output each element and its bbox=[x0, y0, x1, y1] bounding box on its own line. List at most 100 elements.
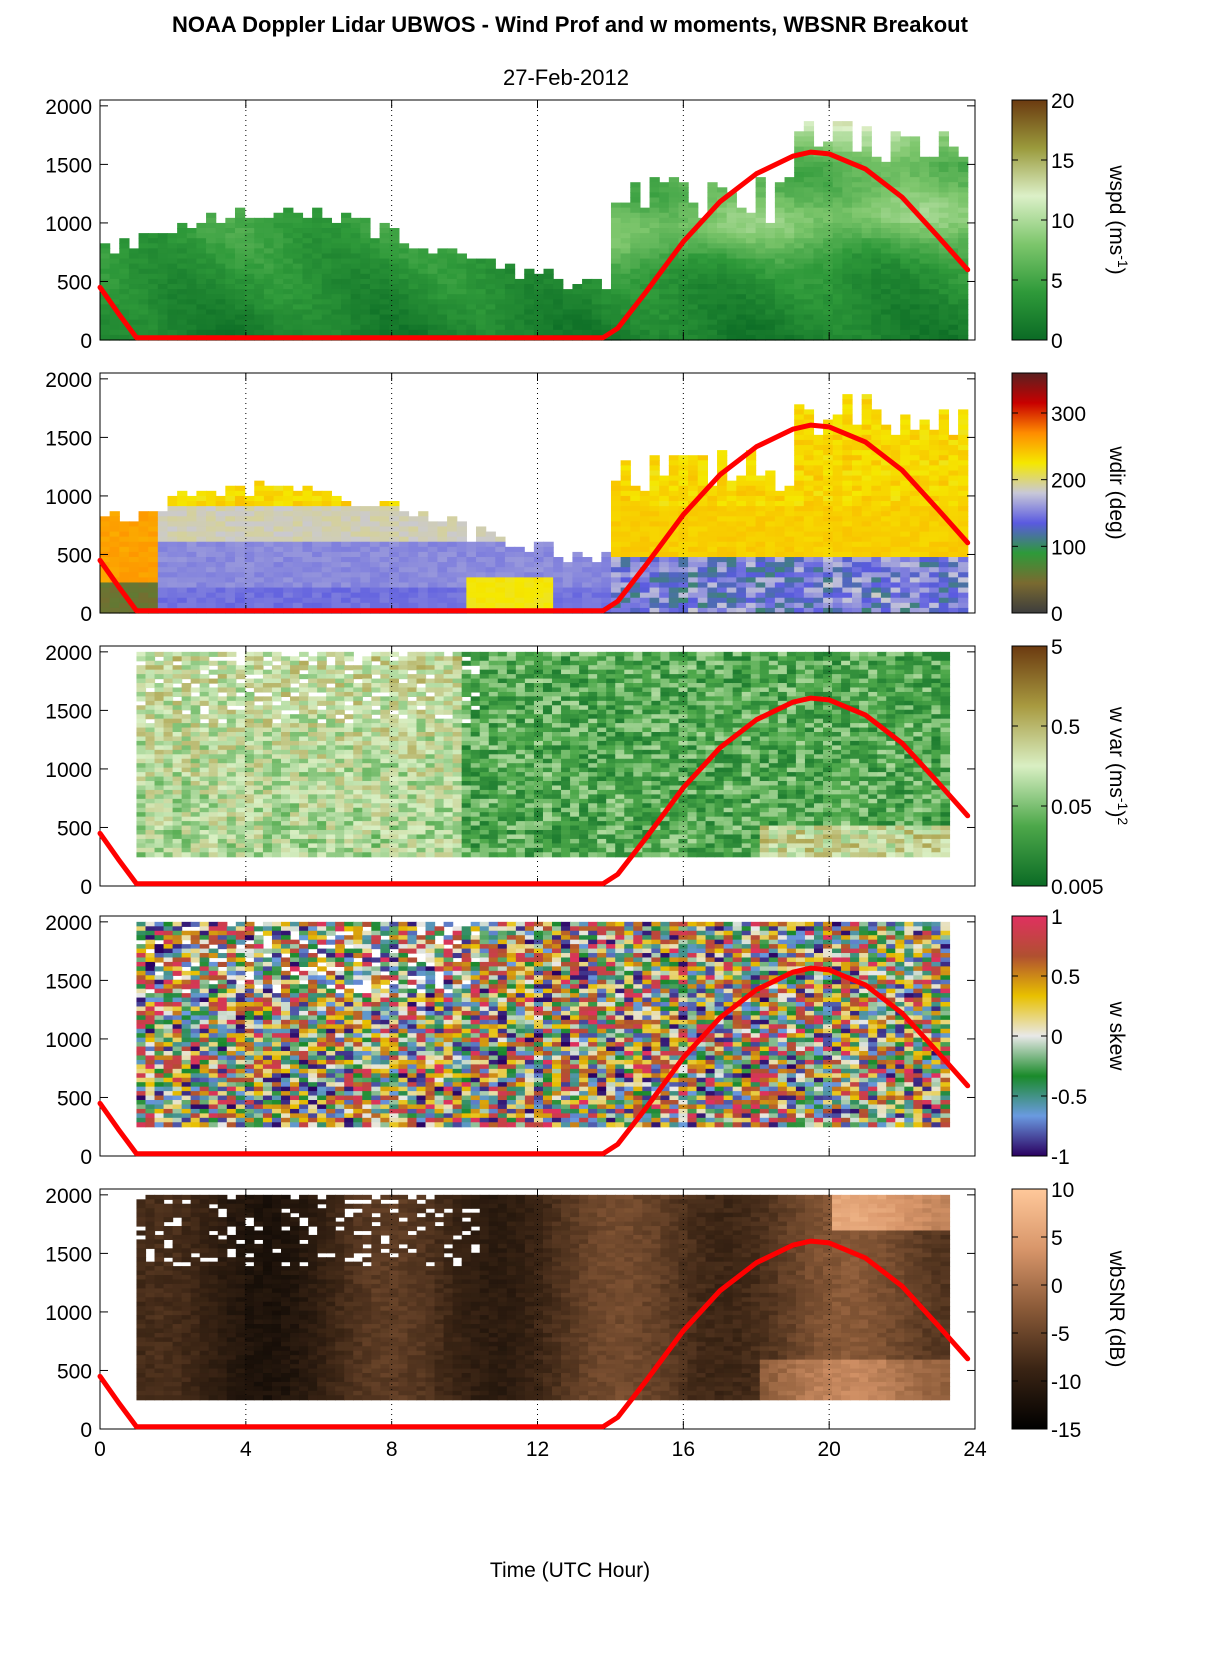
heatmap-cell bbox=[659, 552, 669, 558]
heatmap-cell bbox=[437, 253, 447, 259]
heatmap-cell bbox=[283, 547, 293, 553]
heatmap-cell bbox=[785, 253, 795, 259]
heatmap-cell bbox=[621, 567, 631, 573]
heatmap-cell bbox=[312, 320, 322, 326]
heatmap-cell bbox=[852, 330, 862, 336]
heatmap-cell bbox=[200, 745, 210, 750]
heatmap-cell bbox=[717, 491, 727, 497]
heatmap-cell bbox=[813, 542, 823, 548]
heatmap-cell bbox=[254, 223, 264, 229]
heatmap-cell bbox=[727, 264, 737, 270]
heatmap-cell bbox=[322, 233, 332, 239]
heatmap-cell bbox=[948, 167, 958, 173]
heatmap-cell bbox=[235, 304, 245, 310]
heatmap-cell bbox=[650, 506, 660, 512]
heatmap-cell bbox=[191, 674, 201, 679]
heatmap-cell bbox=[177, 598, 187, 604]
heatmap-cell bbox=[871, 203, 881, 209]
heatmap-cell bbox=[254, 501, 264, 507]
heatmap-cell bbox=[833, 603, 843, 609]
heatmap-cell bbox=[756, 264, 766, 270]
heatmap-cell bbox=[804, 501, 814, 507]
heatmap-cell bbox=[948, 304, 958, 310]
heatmap-cell bbox=[167, 501, 177, 507]
heatmap-cell bbox=[765, 476, 775, 482]
heatmap-cell bbox=[191, 728, 201, 733]
heatmap-cell bbox=[428, 269, 438, 275]
heatmap-cell bbox=[148, 299, 158, 305]
heatmap-cell bbox=[958, 562, 968, 568]
heatmap-cell bbox=[727, 516, 737, 522]
heatmap-cell bbox=[164, 732, 174, 737]
heatmap-cell bbox=[881, 491, 891, 497]
heatmap-cell bbox=[852, 501, 862, 507]
heatmap-cell bbox=[727, 557, 737, 563]
heatmap-cell bbox=[293, 542, 303, 548]
heatmap-cell bbox=[235, 501, 245, 507]
heatmap-cell bbox=[669, 274, 679, 280]
heatmap-cell bbox=[910, 147, 920, 153]
heatmap-cell bbox=[775, 593, 785, 599]
heatmap-cell bbox=[167, 330, 177, 336]
heatmap-cell bbox=[756, 547, 766, 553]
heatmap-cell bbox=[370, 511, 380, 517]
heatmap-cell bbox=[601, 588, 611, 594]
heatmap-cell bbox=[900, 455, 910, 461]
heatmap-cell bbox=[900, 253, 910, 259]
heatmap-cell bbox=[351, 542, 361, 548]
heatmap-cell bbox=[640, 582, 650, 588]
heatmap-cell bbox=[302, 289, 312, 295]
heatmap-cell bbox=[380, 598, 390, 604]
heatmap-cell bbox=[110, 537, 120, 543]
heatmap-cell bbox=[920, 481, 930, 487]
heatmap-cell bbox=[833, 420, 843, 426]
heatmap-cell bbox=[167, 511, 177, 517]
heatmap-cell bbox=[833, 304, 843, 310]
heatmap-cell bbox=[929, 248, 939, 254]
heatmap-cell bbox=[659, 577, 669, 583]
heatmap-cell bbox=[164, 692, 174, 697]
heatmap-cell bbox=[929, 162, 939, 168]
heatmap-cell bbox=[196, 501, 206, 507]
heatmap-cell bbox=[765, 274, 775, 280]
heatmap-cell bbox=[418, 577, 428, 583]
heatmap-cell bbox=[736, 588, 746, 594]
heatmap-cell bbox=[611, 218, 621, 224]
heatmap-cell bbox=[833, 264, 843, 270]
heatmap-cell bbox=[640, 223, 650, 229]
heatmap-cell bbox=[920, 238, 930, 244]
heatmap-cell bbox=[891, 248, 901, 254]
heatmap-cell bbox=[200, 750, 210, 755]
heatmap-cell bbox=[794, 309, 804, 315]
heatmap-cell bbox=[389, 547, 399, 553]
heatmap-cell bbox=[216, 279, 226, 285]
heatmap-cell bbox=[707, 182, 717, 188]
heatmap-cell bbox=[948, 172, 958, 178]
heatmap-cell bbox=[399, 526, 409, 532]
heatmap-cell bbox=[900, 435, 910, 441]
heatmap-cell bbox=[891, 330, 901, 336]
heatmap-cell bbox=[804, 603, 814, 609]
heatmap-cell bbox=[148, 572, 158, 578]
heatmap-cell bbox=[380, 259, 390, 265]
heatmap-cell bbox=[939, 552, 949, 558]
heatmap-cell bbox=[862, 425, 872, 431]
heatmap-cell bbox=[164, 741, 174, 746]
heatmap-cell bbox=[187, 269, 197, 275]
heatmap-cell bbox=[341, 325, 351, 331]
heatmap-cell bbox=[852, 582, 862, 588]
heatmap-cell bbox=[167, 264, 177, 270]
heatmap-cell bbox=[900, 259, 910, 265]
heatmap-cell bbox=[852, 233, 862, 239]
heatmap-cell bbox=[196, 598, 206, 604]
heatmap-cell bbox=[264, 294, 274, 300]
heatmap-cell bbox=[515, 330, 525, 336]
heatmap-cell bbox=[254, 269, 264, 275]
heatmap-cell bbox=[544, 588, 554, 594]
heatmap-cell bbox=[958, 243, 968, 249]
heatmap-cell bbox=[187, 603, 197, 609]
heatmap-cell bbox=[158, 526, 168, 532]
heatmap-cell bbox=[341, 223, 351, 229]
heatmap-cell bbox=[958, 582, 968, 588]
heatmap-cell bbox=[630, 501, 640, 507]
